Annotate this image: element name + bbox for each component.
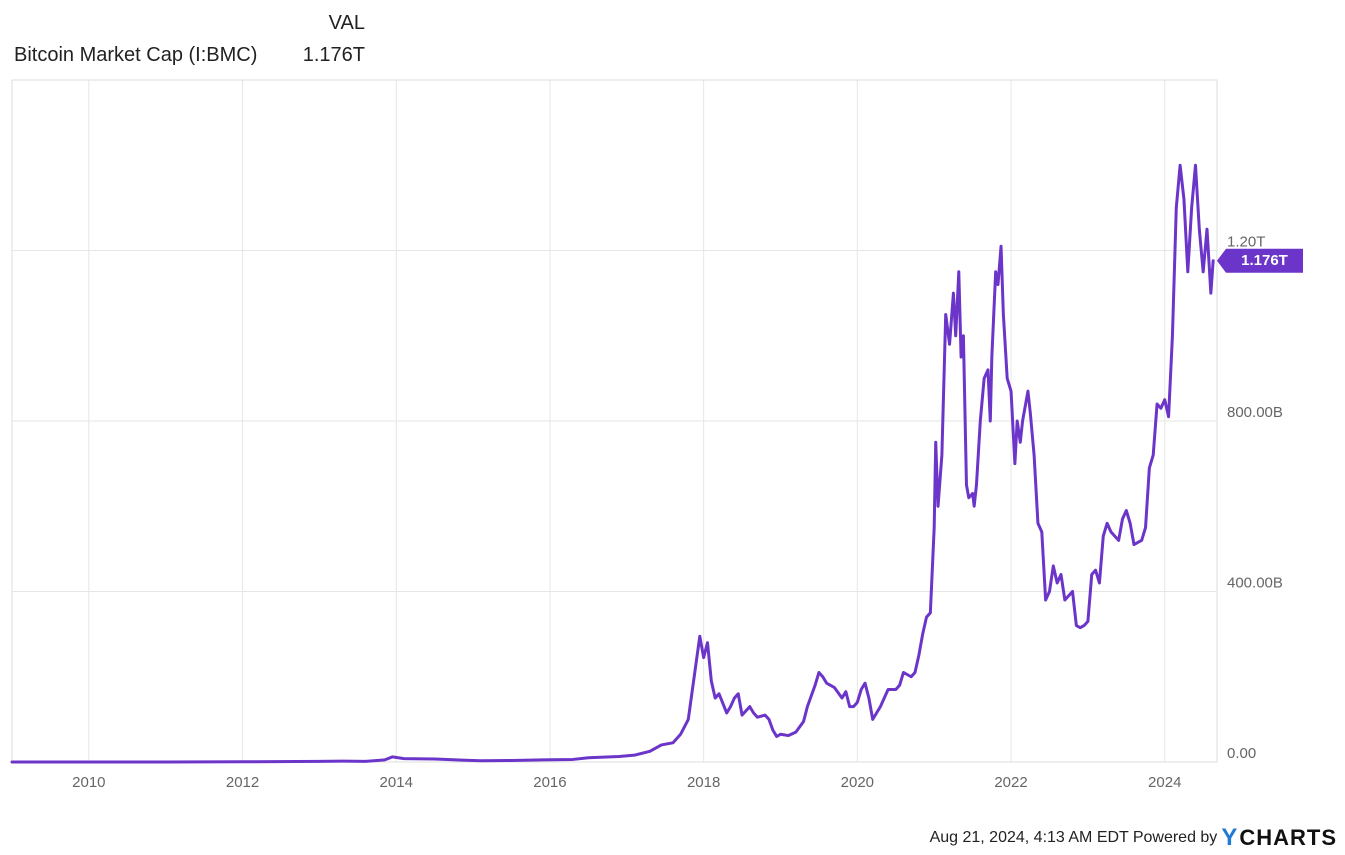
x-axis: 2010 2012 2014 2016 2018 2020 2022 2024: [72, 774, 1181, 791]
footer: Aug 21, 2024, 4:13 AM EDT Powered by Y C…: [929, 824, 1337, 852]
y-axis: 0.00 400.00B 800.00B 1.20T: [1227, 234, 1283, 763]
footer-timestamp: Aug 21, 2024, 4:13 AM EDT: [929, 829, 1129, 846]
y-tick-label-400: 400.00B: [1227, 575, 1283, 592]
legend-series-name[interactable]: Bitcoin Market Cap (I:BMC): [14, 44, 258, 66]
ycharts-brand-text: CHARTS: [1239, 825, 1337, 850]
footer-powered-by: Powered by: [1132, 829, 1218, 846]
legend-series-value: 1.176T: [302, 44, 365, 66]
x-tick-label-2014: 2014: [380, 774, 413, 791]
x-tick-label-2010: 2010: [72, 774, 105, 791]
legend: VAL Bitcoin Market Cap (I:BMC) 1.176T: [0, 0, 400, 78]
legend-column-header: VAL: [328, 12, 365, 34]
x-tick-label-2018: 2018: [687, 774, 720, 791]
ycharts-logo[interactable]: Y CHARTS: [1221, 824, 1337, 852]
last-value-flag: 1.176T: [1217, 248, 1303, 273]
plot-frame: [11, 79, 1218, 763]
x-tick-label-2012: 2012: [226, 774, 259, 791]
x-tick-label-2024: 2024: [1148, 774, 1181, 791]
grid: [12, 80, 1217, 762]
y-tick-label-800: 800.00B: [1227, 404, 1283, 421]
series-line-bitcoin-market-cap[interactable]: [10, 163, 1215, 764]
x-tick-label-2016: 2016: [533, 774, 566, 791]
x-tick-label-2020: 2020: [841, 774, 874, 791]
ycharts-y-icon: Y: [1221, 824, 1239, 851]
y-tick-label-1200: 1.20T: [1227, 234, 1265, 251]
last-value-flag-shape: [1217, 248, 1303, 273]
chart: 2010 2012 2014 2016 2018 2020 2022 2024 0.00 400…: [10, 79, 1303, 791]
last-value-label: 1.176T: [1241, 252, 1288, 269]
y-tick-label-0: 0.00: [1227, 745, 1256, 762]
x-tick-label-2022: 2022: [994, 774, 1027, 791]
